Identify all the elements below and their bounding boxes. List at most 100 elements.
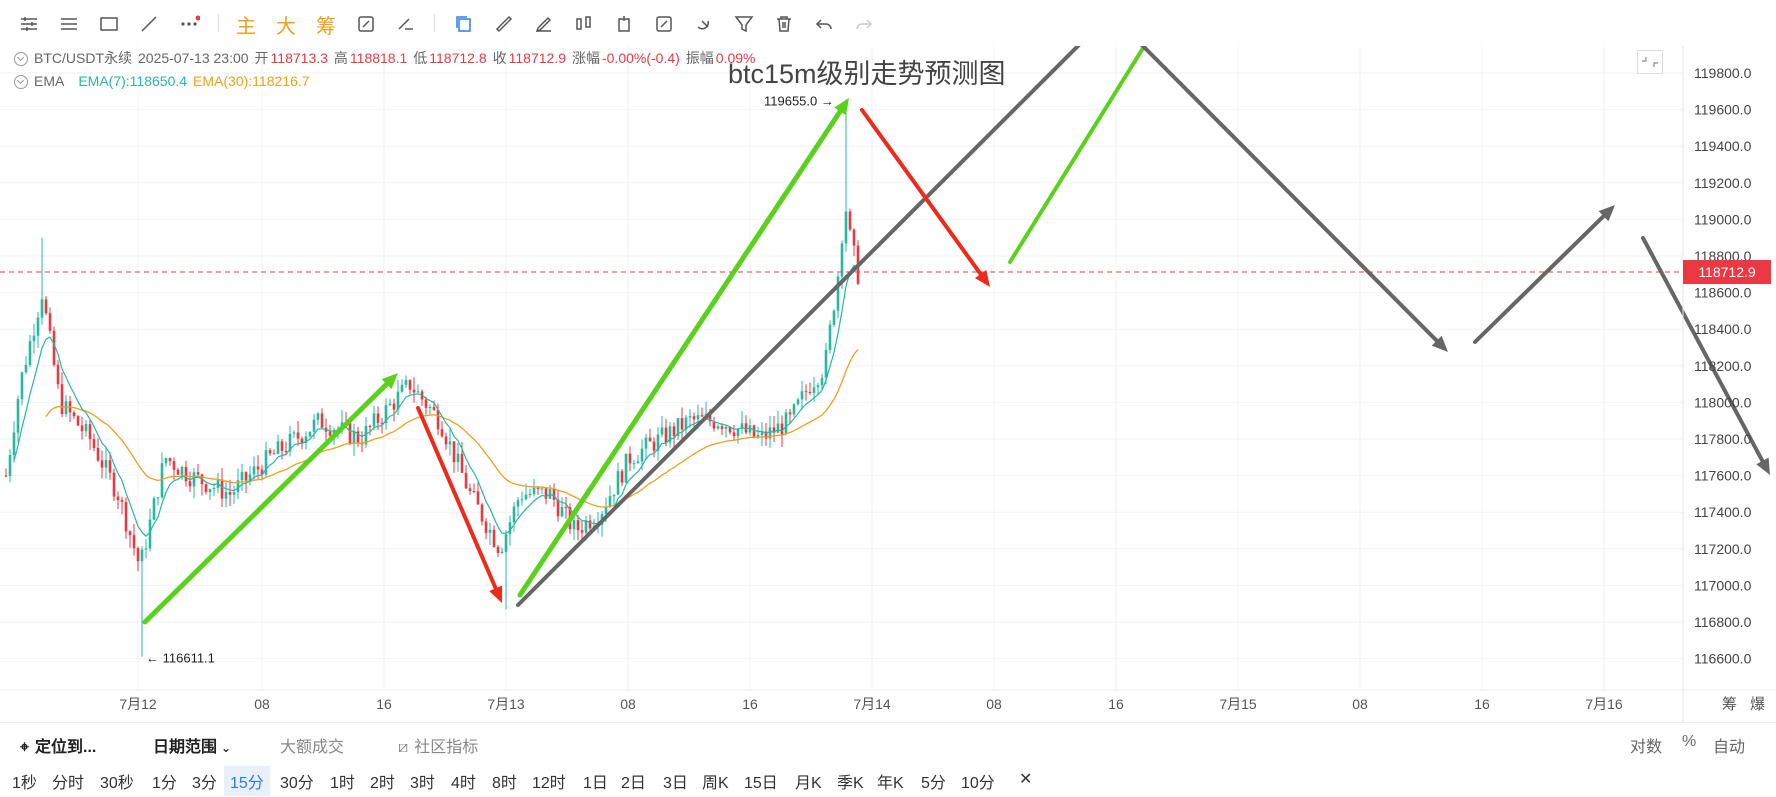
interval-17[interactable]: 15日 <box>744 775 778 792</box>
auto-scale-toggle[interactable]: 自动 <box>1713 739 1746 756</box>
date-range-dropdown[interactable]: 日期范围 ⌄ <box>153 739 232 756</box>
candle-body <box>688 416 692 418</box>
interval-21[interactable]: 5分 <box>921 775 946 792</box>
chip-button[interactable]: 筹 <box>316 16 336 38</box>
magnet-icon[interactable] <box>692 12 716 36</box>
candle-body <box>668 426 672 443</box>
chart-grid <box>0 46 1683 690</box>
big-trade-button[interactable]: 大 <box>276 16 296 38</box>
filter-icon[interactable] <box>732 12 756 36</box>
percent-scale-toggle[interactable]: % <box>1682 733 1697 750</box>
candle-body <box>196 472 200 475</box>
price-chart[interactable]: 119800.0 119600.0 119400.0 119200.0 119000.0… <box>0 0 1776 722</box>
collapse-icon[interactable] <box>14 74 28 89</box>
interval-6[interactable]: 30分 <box>280 775 314 792</box>
candle-body <box>76 416 80 426</box>
ema-row: EMA EMA(7):118650.4 EMA(30):118216.7 <box>14 70 762 93</box>
interval-5[interactable]: 15分 <box>224 766 270 796</box>
interval-13[interactable]: 1日 <box>583 775 608 792</box>
close-icon[interactable]: ✕ <box>1019 771 1033 788</box>
candle-body <box>820 377 824 386</box>
expand-icon[interactable] <box>1637 50 1663 74</box>
candle-body <box>492 529 496 547</box>
candle-body <box>844 211 848 244</box>
candle-body <box>672 426 676 436</box>
refresh-icon[interactable] <box>354 12 378 36</box>
interval-8[interactable]: 2时 <box>370 775 395 792</box>
candle-body <box>156 497 160 499</box>
interval-16[interactable]: 周K <box>702 775 729 792</box>
interval-10[interactable]: 4时 <box>451 775 476 792</box>
candle-body <box>788 412 792 415</box>
interval-0[interactable]: 1秒 <box>12 775 37 792</box>
interval-4[interactable]: 3分 <box>192 775 217 792</box>
candle-body <box>240 472 244 481</box>
timer-icon[interactable] <box>612 12 636 36</box>
draw-icon[interactable] <box>394 12 418 36</box>
high-value: 118818.1 <box>349 50 408 66</box>
candles-icon[interactable] <box>572 12 596 36</box>
candle-body <box>412 389 416 393</box>
candle-body <box>780 423 784 435</box>
candle-body <box>408 379 412 390</box>
candle-body <box>660 427 664 435</box>
candle-body <box>376 413 380 423</box>
edit-icon[interactable] <box>652 12 676 36</box>
collapse-icon[interactable] <box>14 51 28 66</box>
candle-body <box>808 392 812 394</box>
candle-body <box>364 426 368 445</box>
candle-body <box>160 463 164 498</box>
candle-body <box>716 426 720 429</box>
x-axis: 7月12 08 16 7月13 08 16 7月14 08 16 7月15 08 16 7月16 筹爆 <box>0 689 1776 713</box>
candle-body <box>648 437 652 442</box>
y-tick-label: 117000.0 <box>1694 577 1752 593</box>
interval-1[interactable]: 分时 <box>52 775 85 792</box>
interval-18[interactable]: 月K <box>795 775 822 792</box>
candle-body <box>328 431 332 436</box>
menu-icon[interactable] <box>17 12 41 36</box>
interval-3[interactable]: 1分 <box>152 775 177 792</box>
candle-body <box>700 415 704 417</box>
trendline-icon[interactable] <box>137 12 161 36</box>
lines-icon[interactable] <box>57 12 81 36</box>
large-trades-button[interactable]: 大额成交 <box>280 739 345 756</box>
interval-11[interactable]: 8时 <box>492 775 517 792</box>
locate-button[interactable]: ⌖ 定位到... <box>20 739 97 756</box>
redo-icon[interactable] <box>852 12 876 36</box>
interval-2[interactable]: 30秒 <box>100 775 134 792</box>
community-indicator-button[interactable]: ⧄ 社区指标 <box>398 739 479 756</box>
candle-body <box>680 418 684 430</box>
undo-icon[interactable] <box>812 12 836 36</box>
interval-14[interactable]: 2日 <box>621 775 646 792</box>
candle-body <box>696 415 700 420</box>
last-price-tag: 118712.9 <box>1683 259 1771 284</box>
x-tick-label: 16 <box>742 696 758 712</box>
interval-7[interactable]: 1时 <box>330 775 355 792</box>
copy-icon[interactable] <box>452 12 476 36</box>
more-icon[interactable] <box>177 12 201 36</box>
candle-body <box>500 551 504 553</box>
ruler-icon[interactable] <box>492 12 516 36</box>
y-tick-label: 118200.0 <box>1694 358 1752 374</box>
candle-body <box>616 471 620 495</box>
candle-body <box>752 425 756 437</box>
amplitude-label: 振幅 <box>685 50 714 66</box>
rectangle-icon[interactable] <box>97 12 121 36</box>
interval-12[interactable]: 12时 <box>532 775 566 792</box>
pen-icon[interactable] <box>532 12 556 36</box>
interval-19[interactable]: 季K <box>837 775 864 792</box>
toolbar-divider <box>218 14 219 32</box>
candle-body <box>776 423 780 433</box>
candle-body <box>792 404 796 415</box>
candle-body <box>44 299 48 314</box>
trash-icon[interactable] <box>772 12 796 36</box>
interval-22[interactable]: 10分 <box>961 775 995 792</box>
main-indicator-button[interactable]: 主 <box>236 16 256 38</box>
interval-15[interactable]: 3日 <box>663 775 688 792</box>
log-scale-toggle[interactable]: 对数 <box>1630 739 1663 756</box>
ema-label[interactable]: EMA <box>34 73 65 89</box>
interval-20[interactable]: 年K <box>877 775 904 792</box>
y-tick-label: 117600.0 <box>1694 468 1752 484</box>
candle-body <box>56 364 60 385</box>
interval-9[interactable]: 3时 <box>410 775 435 792</box>
